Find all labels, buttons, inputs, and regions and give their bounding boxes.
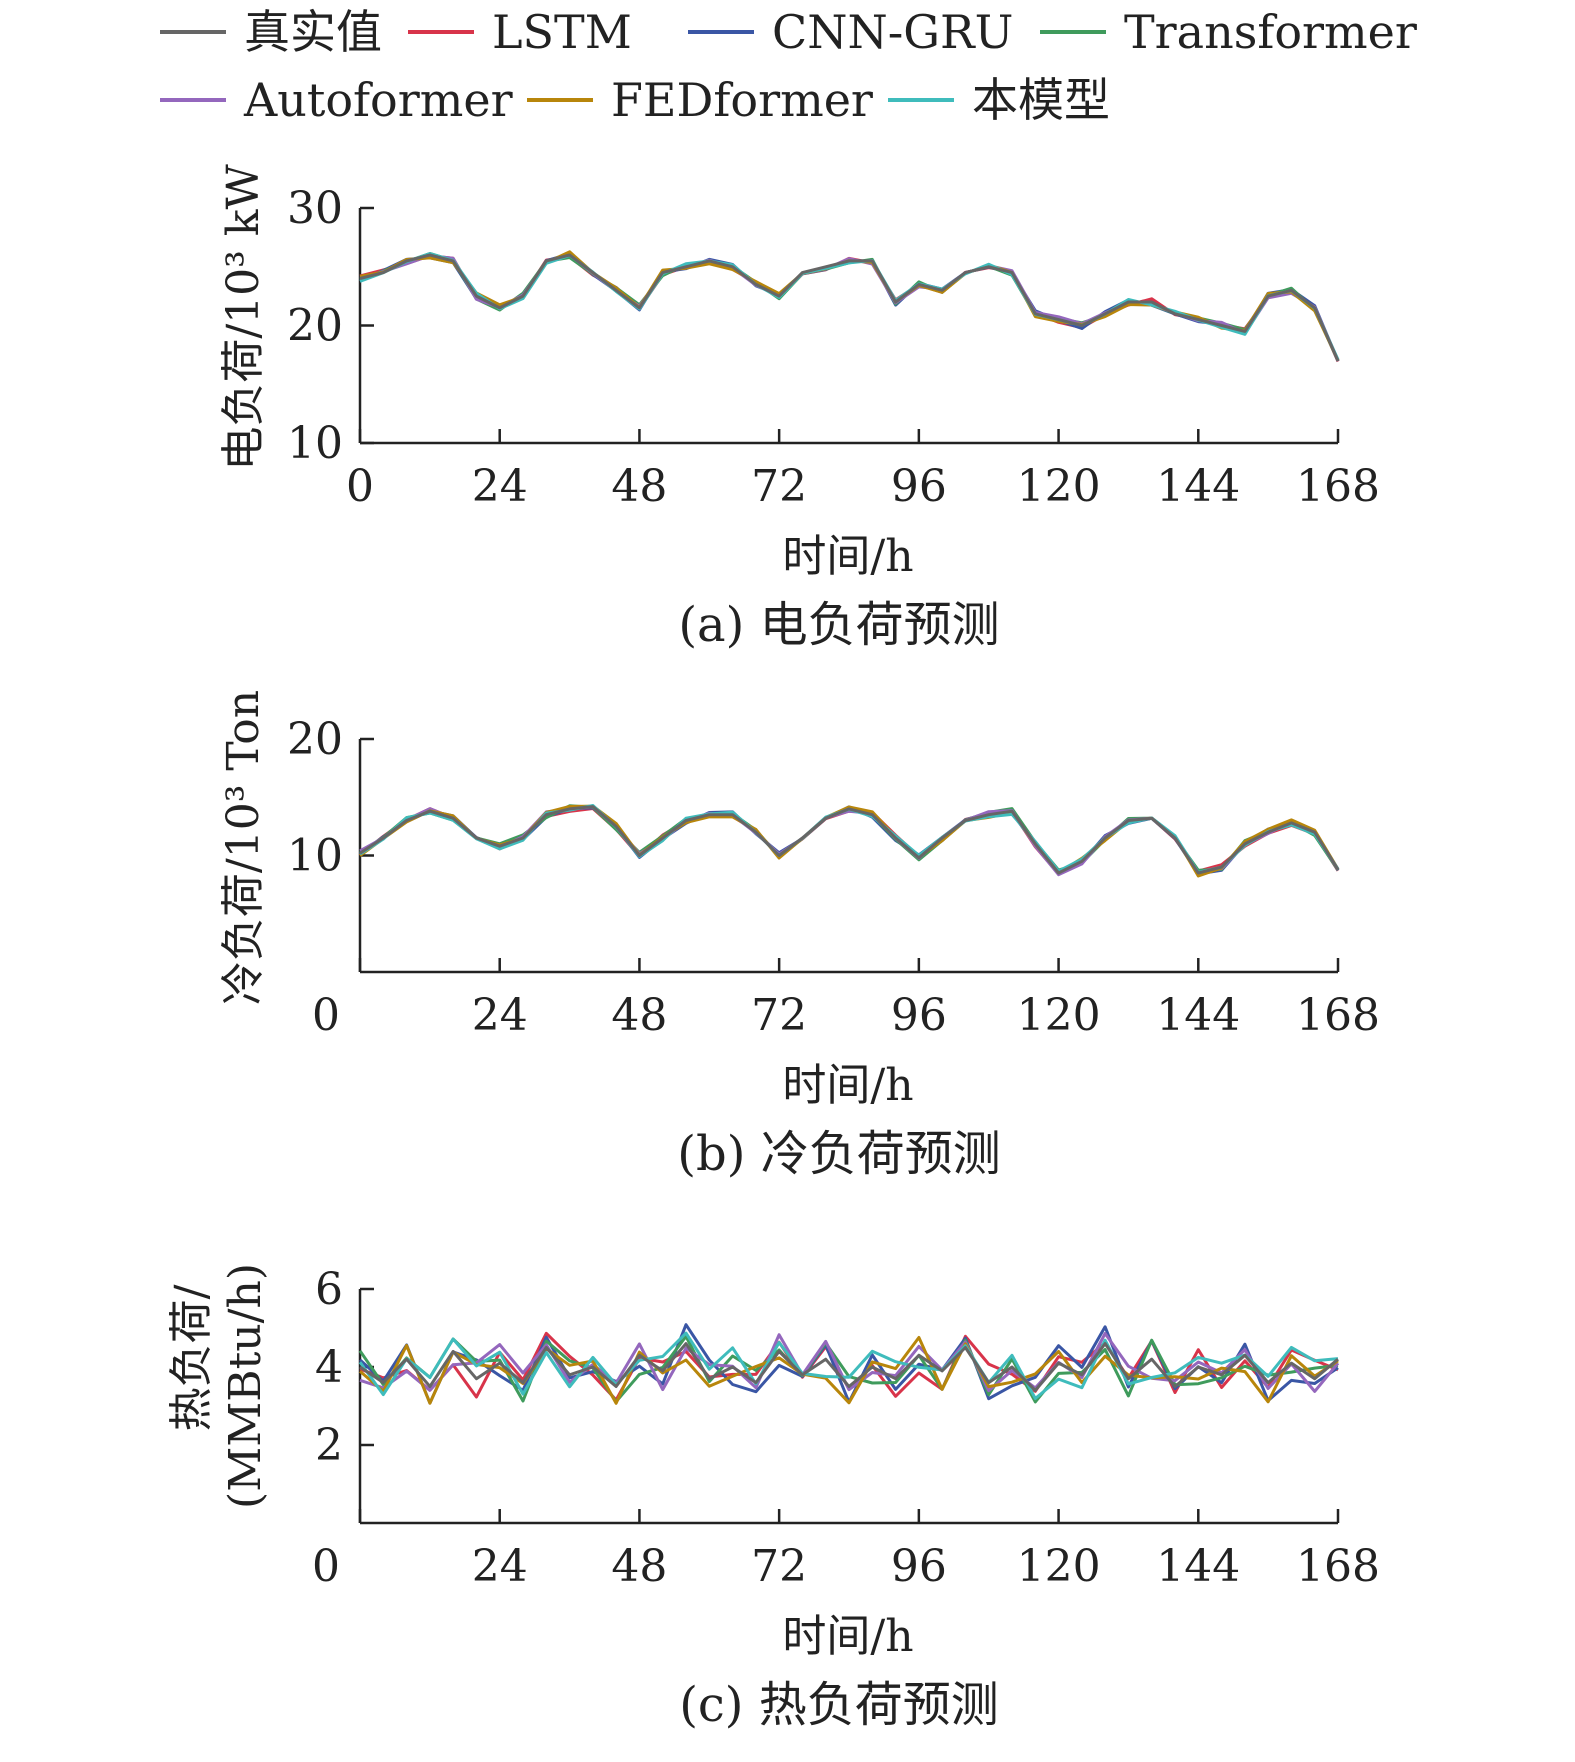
panel-caption: (a) 电负荷预测 [678, 597, 999, 653]
x-tick-label: 144 [1156, 461, 1240, 512]
legend-label: 真实值 [244, 5, 382, 59]
y-axis-label-line2: (MMBtu/h) [220, 1263, 271, 1509]
y-tick-label: 30 [287, 183, 343, 234]
panel-caption: (b) 冷负荷预测 [677, 1126, 1000, 1182]
x-tick-label: 144 [1156, 1541, 1240, 1592]
series-line [358, 1331, 1339, 1400]
legend: 真实值 LSTM CNN-GRU Transformer Autoformer FEDfo… [160, 5, 1417, 127]
y-tick-label: 10 [287, 831, 343, 882]
legend-label: LSTM [492, 5, 632, 59]
x-tick-label: 120 [1017, 1541, 1101, 1592]
legend-item: FEDformer [527, 73, 873, 127]
series-line [359, 805, 1340, 875]
x-axis-label: 时间/h [782, 1060, 913, 1111]
panel-electric-load: 0 24 48 72 96 120 144 168 10 20 30 时间/h 电负荷/10³ kW (a… [218, 164, 1380, 653]
legend-label: FEDformer [611, 73, 873, 127]
x-tick-label: 0 [312, 1541, 340, 1592]
y-tick-label: 6 [315, 1264, 343, 1315]
legend-item: 本模型 [888, 73, 1110, 127]
x-tick-label: 96 [891, 1541, 947, 1592]
x-tick-label: 96 [891, 461, 947, 512]
y-axis-label: 热负荷/(MMBtu/h) [166, 1263, 271, 1509]
x-tick-label: 48 [611, 461, 667, 512]
y-axis-label: 电负荷/10³ kW [218, 164, 269, 471]
legend-item: CNN-GRU [688, 5, 1013, 59]
x-tick-label: 0 [312, 990, 340, 1041]
series-line [359, 1332, 1340, 1393]
x-tick-label: 168 [1296, 1541, 1380, 1592]
panel-heating-load: 0 24 48 72 96 120 144 168246时间/h热负荷/(MMBtu/h)(c… [166, 1263, 1380, 1733]
x-tick-label: 120 [1017, 461, 1101, 512]
x-tick-label: 48 [611, 990, 667, 1041]
x-tick-label: 24 [472, 1541, 528, 1592]
legend-item: LSTM [408, 5, 632, 59]
series-line [359, 253, 1340, 361]
y-tick-label: 10 [287, 418, 343, 469]
series-line [359, 252, 1340, 361]
x-tick-label: 72 [751, 461, 807, 512]
series-line [359, 253, 1340, 362]
panel-cooling-load: 0 24 48 72 96 120 144 168 10 20 时间/h 冷负荷/10³ Ton (b)… [218, 690, 1380, 1182]
legend-item: Transformer [1040, 5, 1417, 59]
y-tick-label: 20 [287, 714, 343, 765]
x-tick-label: 72 [751, 1541, 807, 1592]
x-axis-label: 时间/h [782, 531, 913, 582]
y-tick-label: 2 [315, 1420, 343, 1471]
legend-label: Autoformer [243, 73, 513, 127]
legend-label: CNN-GRU [772, 5, 1013, 59]
legend-item: Autoformer [160, 73, 513, 127]
legend-label: Transformer [1124, 5, 1417, 59]
x-tick-label: 144 [1156, 990, 1240, 1041]
series-line [359, 252, 1340, 362]
panel-caption: (c) 热负荷预测 [679, 1677, 999, 1733]
x-tick-label: 48 [611, 1541, 667, 1592]
y-axis-label-line1: 热负荷/ [166, 1284, 217, 1431]
x-tick-label: 168 [1296, 461, 1380, 512]
x-tick-label: 24 [472, 461, 528, 512]
y-tick-label: 4 [315, 1342, 343, 1393]
x-tick-label: 24 [472, 990, 528, 1041]
legend-item: 真实值 [160, 5, 382, 59]
x-tick-label: 96 [891, 990, 947, 1041]
y-axis-label: 冷负荷/10³ Ton [218, 690, 269, 1005]
y-tick-label: 20 [287, 301, 343, 352]
x-tick-label: 0 [346, 461, 374, 512]
series-line [359, 254, 1340, 363]
x-tick-label: 168 [1296, 990, 1380, 1041]
x-tick-label: 120 [1017, 990, 1101, 1041]
x-tick-label: 72 [751, 990, 807, 1041]
legend-label: 本模型 [972, 73, 1110, 127]
x-axis-label: 时间/h [782, 1611, 913, 1662]
series-line [359, 1342, 1339, 1392]
